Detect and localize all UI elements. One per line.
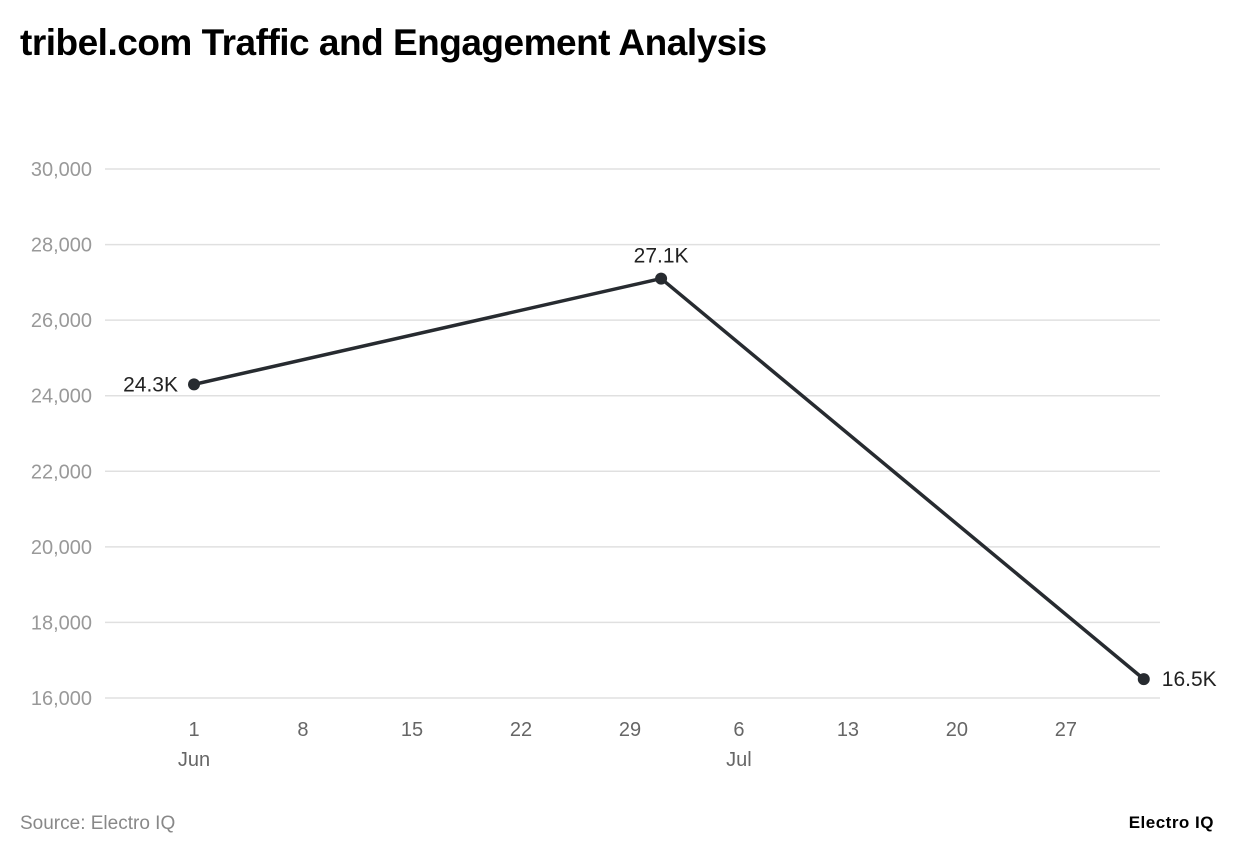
y-tick-label: 18,000 — [31, 612, 92, 634]
series-line — [193, 276, 1145, 681]
x-tick-label: 22 — [510, 719, 532, 741]
chart-title: tribel.com Traffic and Engagement Analys… — [20, 22, 767, 63]
x-tick-label: 8 — [297, 719, 308, 741]
data-label: 24.3K — [123, 373, 178, 396]
y-tick-label: 28,000 — [31, 235, 92, 257]
x-month-label: Jun — [178, 749, 210, 771]
y-tick-label: 20,000 — [31, 537, 92, 559]
y-tick-label: 26,000 — [31, 310, 92, 332]
data-label: 16.5K — [1162, 668, 1217, 691]
data-point — [1137, 673, 1150, 686]
y-tick-label: 16,000 — [31, 688, 92, 710]
x-month-label: Jul — [726, 749, 752, 771]
x-tick-label: 27 — [1055, 719, 1077, 741]
y-tick-label: 22,000 — [31, 461, 92, 483]
x-tick-label: 15 — [401, 719, 423, 741]
x-tick-label: 6 — [733, 719, 744, 741]
y-tick-label: 24,000 — [31, 386, 92, 408]
x-tick-label: 29 — [619, 719, 641, 741]
y-tick-label: 30,000 — [31, 159, 92, 181]
source-note: Source: Electro IQ — [20, 813, 176, 834]
data-point — [655, 272, 668, 285]
data-point — [188, 378, 200, 391]
electro-iq-logo: Electro IQ — [1128, 813, 1214, 832]
data-label: 27.1K — [634, 245, 689, 268]
x-tick-label: 13 — [837, 719, 859, 741]
x-tick-label: 20 — [946, 719, 968, 741]
x-tick-label: 1 — [188, 719, 199, 741]
